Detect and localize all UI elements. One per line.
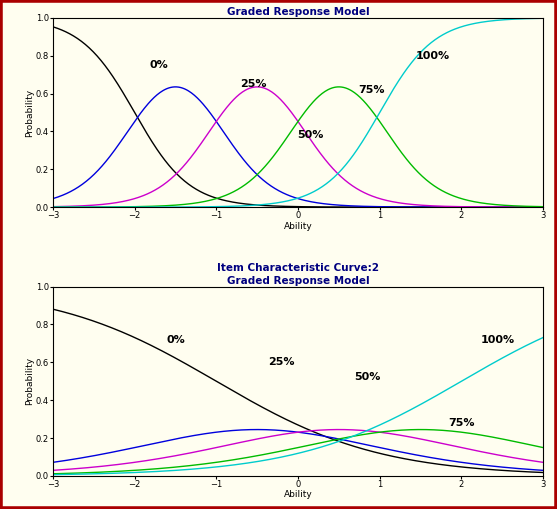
X-axis label: Ability: Ability	[284, 491, 312, 499]
Text: 0%: 0%	[166, 334, 185, 345]
Title: Item Characteristic Curve:2
Graded Response Model: Item Characteristic Curve:2 Graded Respo…	[217, 263, 379, 286]
X-axis label: Ability: Ability	[284, 221, 312, 231]
Text: 100%: 100%	[416, 51, 450, 61]
Text: 100%: 100%	[481, 334, 515, 345]
Text: 50%: 50%	[297, 130, 324, 140]
Text: 25%: 25%	[268, 357, 295, 367]
Title: Item Characteristic Curve:1
Graded Response Model: Item Characteristic Curve:1 Graded Respo…	[217, 0, 379, 17]
Text: 75%: 75%	[448, 418, 475, 428]
Text: 75%: 75%	[358, 84, 385, 95]
Text: 50%: 50%	[354, 373, 380, 382]
Y-axis label: Probability: Probability	[25, 89, 34, 136]
Text: 25%: 25%	[240, 79, 266, 89]
Y-axis label: Probability: Probability	[25, 357, 34, 405]
Text: 0%: 0%	[150, 60, 168, 70]
